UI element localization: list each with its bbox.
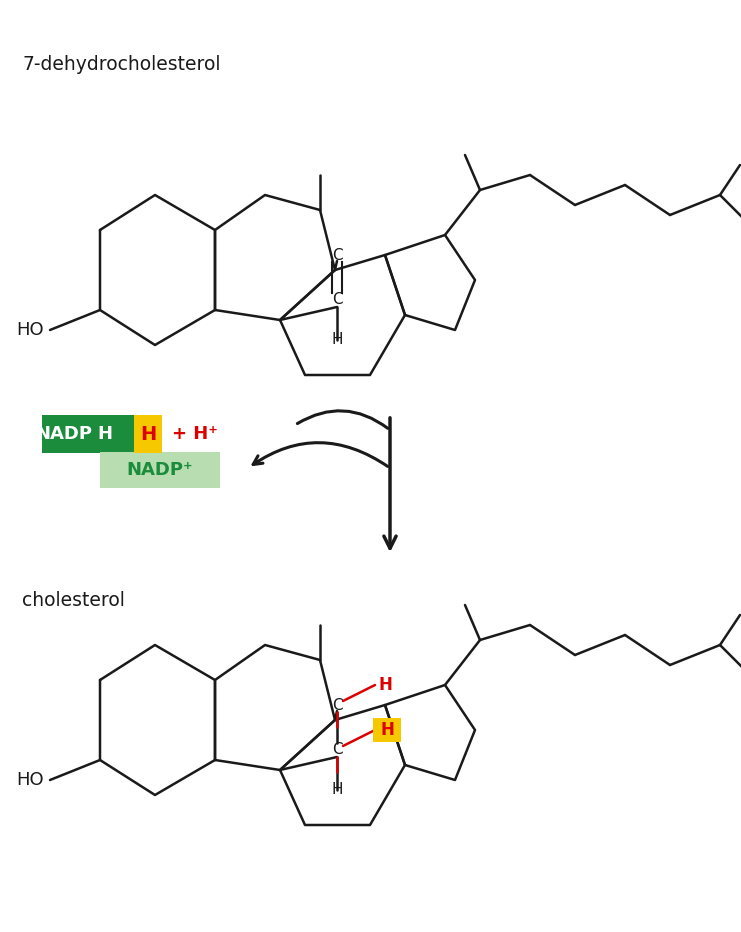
Text: H: H: [140, 424, 156, 444]
Text: H: H: [97, 425, 112, 443]
Text: C: C: [332, 697, 342, 712]
Text: H: H: [331, 783, 343, 798]
Text: NADP⁺: NADP⁺: [127, 461, 193, 479]
Text: + H⁺: + H⁺: [172, 425, 218, 443]
FancyBboxPatch shape: [100, 452, 220, 488]
Text: H: H: [378, 676, 392, 694]
Text: HO: HO: [16, 771, 44, 789]
Text: HO: HO: [16, 321, 44, 339]
Text: H: H: [331, 333, 343, 348]
Text: C: C: [332, 743, 342, 758]
Text: H: H: [380, 721, 394, 739]
Text: cholesterol: cholesterol: [22, 591, 125, 610]
FancyBboxPatch shape: [373, 718, 401, 742]
Text: C: C: [332, 248, 342, 263]
FancyBboxPatch shape: [134, 415, 162, 453]
Text: NADP: NADP: [35, 425, 92, 443]
Text: C: C: [332, 293, 342, 308]
Text: 7-dehydrocholesterol: 7-dehydrocholesterol: [22, 56, 221, 75]
FancyBboxPatch shape: [42, 415, 162, 453]
